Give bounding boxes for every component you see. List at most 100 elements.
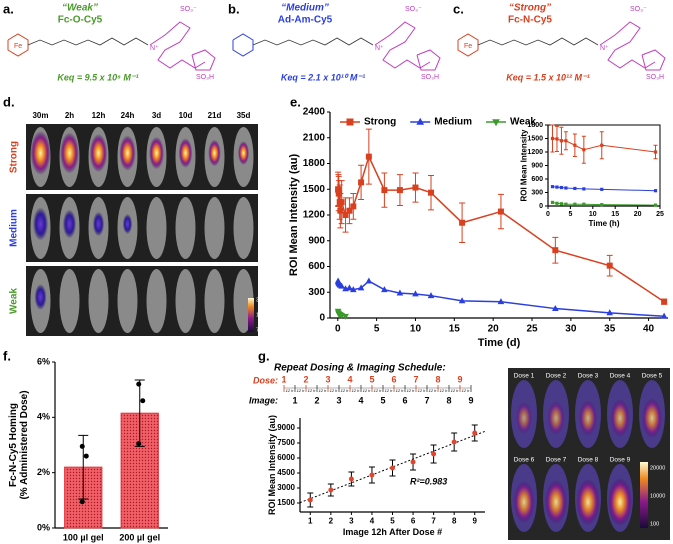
signal [576, 479, 600, 525]
x-tick-label: 5 [374, 324, 380, 335]
x-tick-label: 100 µl gel [63, 532, 104, 542]
signal [545, 480, 567, 524]
cy5-ring [191, 49, 216, 71]
marker [427, 292, 435, 299]
signal [642, 398, 662, 438]
panel-label: a. [3, 1, 14, 16]
time-label: 3d [152, 111, 161, 120]
compound-strength: “Medium” [281, 3, 329, 14]
colorbar [640, 462, 648, 528]
dose-number: 7 [413, 374, 418, 384]
image-label: Dose 3 [578, 373, 599, 380]
interval-label: 12 h [330, 388, 339, 393]
marker [564, 139, 568, 143]
colorbar-label: 75 [256, 327, 262, 333]
marker [459, 219, 466, 226]
compound-strength: “Weak” [62, 3, 98, 14]
image-label: Dose 1 [514, 373, 535, 380]
row-label: Strong [9, 141, 20, 173]
mouse [175, 269, 196, 333]
compound-name: Fc-N-Cy5 [508, 15, 552, 26]
mouse [146, 197, 167, 259]
y-axis-label: Fc-N-Cy5 Homing [8, 403, 19, 487]
signal [119, 135, 136, 171]
signal [34, 284, 47, 310]
marker [550, 136, 555, 141]
binding-constant: Keq = 9.5 x 10⁸ M⁻¹ [57, 72, 138, 82]
time-label: 21d [208, 111, 222, 120]
x-tick-label: 0 [546, 211, 550, 218]
interval-label: 12 h [286, 388, 295, 393]
image-number: 9 [468, 395, 473, 405]
panel-label: e. [290, 94, 301, 109]
marker [381, 187, 388, 194]
marker [365, 277, 373, 284]
atom-label: SO₃H [196, 74, 214, 81]
y-tick-label: 7500 [277, 438, 295, 447]
data-point [410, 459, 416, 465]
dose-number: 2 [303, 374, 308, 384]
y-tick-label: 300 [531, 189, 543, 196]
x-tick-label: 30 [565, 324, 577, 335]
host-moiety [232, 33, 254, 57]
interval-label: 12 h [385, 388, 394, 393]
marker [458, 297, 466, 304]
colorbar-label: 100 [650, 521, 659, 527]
interval-label: 12 h [374, 388, 383, 393]
marker [416, 117, 425, 125]
colorbar-label: 20000 [650, 465, 665, 471]
marker [497, 208, 504, 215]
data-point [140, 398, 146, 404]
image-label: Dose 7 [546, 457, 567, 464]
image-label: Dose 8 [578, 457, 599, 464]
y-tick-label: 2400 [303, 107, 326, 118]
y-tick-label: 6% [37, 356, 50, 366]
cy5-core [599, 21, 656, 69]
marker [550, 185, 555, 189]
signal [547, 401, 565, 435]
y-tick-label: 2100 [303, 132, 326, 143]
marker [337, 207, 344, 214]
interval-label: 12 h [407, 388, 416, 393]
signal [32, 207, 49, 241]
y-tick-label: 1200 [303, 210, 326, 221]
marker [606, 262, 613, 269]
data-point [136, 441, 142, 447]
interval-label: 12 h [352, 388, 361, 393]
marker [559, 185, 564, 190]
colorbar [248, 298, 254, 332]
x-tick-label: 2 [329, 516, 334, 525]
interval-label: 12 h [396, 388, 405, 393]
marker [346, 284, 353, 291]
mouse [175, 197, 196, 259]
data-point [307, 497, 313, 503]
data-point [472, 430, 478, 436]
marker [661, 298, 668, 305]
y-tick-label: 6000 [277, 453, 295, 462]
y-tick-label: 1800 [303, 158, 326, 169]
x-tick-label: 4 [370, 516, 375, 525]
host-moiety [457, 33, 479, 57]
x-tick-label: 25 [656, 211, 664, 218]
schedule-title: Repeat Dosing & Imaging Schedule: [274, 363, 446, 374]
interval-label: 12 h [363, 388, 372, 393]
y-tick-label: 0 [539, 203, 543, 210]
panel-label: f. [3, 348, 11, 363]
atom-label: SO₃H [646, 74, 664, 81]
marker [653, 189, 658, 193]
mouse [233, 197, 254, 259]
dose-number: 4 [347, 374, 352, 384]
marker [338, 282, 345, 289]
signal [30, 131, 51, 175]
interval-label: 12 h [297, 388, 306, 393]
marker [346, 207, 353, 214]
atom-label: Fe [464, 43, 472, 50]
marker [396, 289, 404, 296]
marker [582, 148, 586, 152]
marker [582, 202, 586, 206]
atom-label: Fe [14, 43, 22, 50]
interval-label: 12 h [451, 388, 460, 393]
y-tick-label: 1200 [527, 149, 543, 156]
y-tick-label: 4% [37, 412, 50, 422]
